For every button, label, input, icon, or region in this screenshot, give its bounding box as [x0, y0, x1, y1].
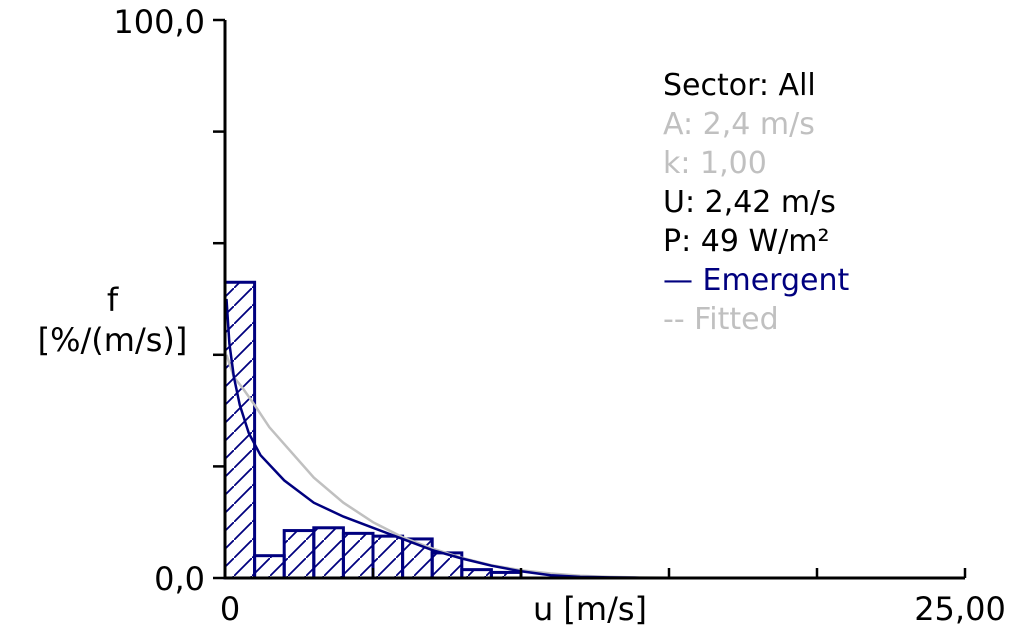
histogram-bar-1	[253, 554, 286, 580]
y-axis-label: f [%/(m/s)]	[0, 280, 225, 360]
sector-label: Sector: All	[663, 68, 816, 103]
power-density-label: P: 49 W/m²	[663, 224, 830, 259]
legend-emergent: — Emergent	[663, 263, 850, 298]
x-tick-label-left: 0	[220, 590, 240, 628]
histogram-bar-3	[312, 526, 345, 580]
weibull-k-label: k: 1,00	[663, 146, 767, 181]
axes	[223, 20, 965, 580]
axis-ticks	[213, 18, 967, 580]
histogram-bars	[223, 280, 523, 580]
x-axis-label: u [m/s]	[532, 590, 648, 628]
y-tick-label-bottom: 0,0	[154, 560, 205, 598]
y-axis-label-symbol: f	[106, 281, 119, 319]
histogram-bar-5	[371, 534, 405, 580]
y-axis-label-unit: [%/(m/s)]	[37, 321, 188, 359]
stats-legend-panel: Sector: All A: 2,4 m/s k: 1,00 U: 2,42 m…	[663, 66, 849, 339]
weibull-a-label: A: 2,4 m/s	[663, 107, 815, 142]
legend-fitted: -- Fitted	[663, 302, 779, 337]
y-tick-label-top: 100,0	[113, 3, 205, 41]
mean-speed-label: U: 2,42 m/s	[663, 185, 836, 220]
histogram-bar-4	[341, 531, 375, 580]
x-tick-label-right: 25,00	[914, 590, 1006, 628]
histogram-bar-2	[282, 529, 316, 580]
